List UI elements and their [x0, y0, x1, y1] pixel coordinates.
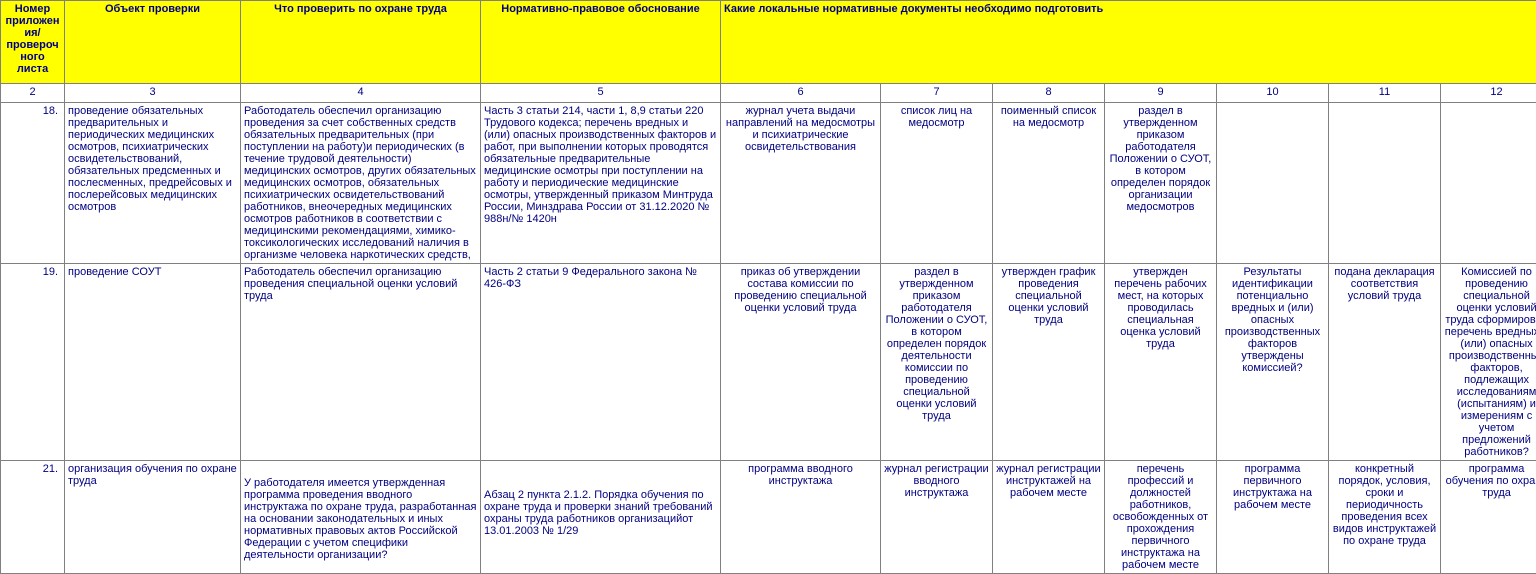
header-row: Номер приложения/проверочного листа Объе…: [1, 1, 1536, 84]
table-row: 19. проведение СОУТ Работодатель обеспеч…: [1, 264, 1536, 461]
colnum: 11: [1329, 84, 1441, 103]
cell-doc: подана декларация соответствия условий т…: [1329, 264, 1441, 461]
cell-legal: Часть 3 статьи 214, части 1, 8,9 статьи …: [481, 103, 721, 264]
header-col-check: Что проверить по охране труда: [241, 1, 481, 84]
cell-object: организация обучения по охране труда: [65, 461, 241, 574]
column-number-row: 2 3 4 5 6 7 8 9 10 11 12: [1, 84, 1536, 103]
colnum: 12: [1441, 84, 1536, 103]
colnum: 9: [1105, 84, 1217, 103]
cell-doc: утвержден перечень рабочих мест, на кото…: [1105, 264, 1217, 461]
cell-check: Работодатель обеспечил организацию прове…: [241, 264, 481, 461]
cell-doc: Результаты идентификации потенциально вр…: [1217, 264, 1329, 461]
colnum: 2: [1, 84, 65, 103]
cell-doc: список лиц на медосмотр: [881, 103, 993, 264]
cell-doc: [1329, 103, 1441, 264]
colnum: 10: [1217, 84, 1329, 103]
colnum: 7: [881, 84, 993, 103]
cell-doc: утвержден график проведения специальной …: [993, 264, 1105, 461]
cell-doc: поименный список на медосмотр: [993, 103, 1105, 264]
cell-object: проведение обязательных предварительных …: [65, 103, 241, 264]
cell-check: У работодателя имеется утвержденная прог…: [241, 461, 481, 574]
cell-doc: [1441, 103, 1536, 264]
header-col-object: Объект проверки: [65, 1, 241, 84]
table-row: 18. проведение обязательных предваритель…: [1, 103, 1536, 264]
colnum: 5: [481, 84, 721, 103]
colnum: 8: [993, 84, 1105, 103]
cell-doc: Комиссией по проведению специальной оцен…: [1441, 264, 1536, 461]
table-row: 21. организация обучения по охране труда…: [1, 461, 1536, 574]
colnum: 4: [241, 84, 481, 103]
cell-object: проведение СОУТ: [65, 264, 241, 461]
cell-doc: раздел в утвержденном приказом работодат…: [1105, 103, 1217, 264]
cell-legal: Часть 2 статьи 9 Федерального закона № 4…: [481, 264, 721, 461]
cell-doc: программа обучения по охране труда: [1441, 461, 1536, 574]
colnum: 3: [65, 84, 241, 103]
cell-doc: программа первичного инструктажа на рабо…: [1217, 461, 1329, 574]
cell-doc: приказ об утверждении состава комиссии п…: [721, 264, 881, 461]
header-col-num: Номер приложения/проверочного листа: [1, 1, 65, 84]
cell-doc: программа вводного инструктажа: [721, 461, 881, 574]
cell-doc: конкретный порядок, условия, сроки и пер…: [1329, 461, 1441, 574]
compliance-table: Номер приложения/проверочного листа Объе…: [0, 0, 1536, 574]
cell-doc: перечень профессий и должностей работник…: [1105, 461, 1217, 574]
row-num: 18.: [1, 103, 65, 264]
cell-doc: журнал регистрации вводного инструктажа: [881, 461, 993, 574]
colnum: 6: [721, 84, 881, 103]
cell-doc: [1217, 103, 1329, 264]
cell-legal: Абзац 2 пункта 2.1.2. Порядка обучения п…: [481, 461, 721, 574]
header-col-docs: Какие локальные нормативные документы не…: [721, 1, 1536, 84]
row-num: 21.: [1, 461, 65, 574]
row-num: 19.: [1, 264, 65, 461]
cell-doc: журнал регистрации инструктажей на рабоч…: [993, 461, 1105, 574]
cell-doc: раздел в утвержденном приказом работодат…: [881, 264, 993, 461]
cell-check: Работодатель обеспечил организацию прове…: [241, 103, 481, 264]
header-col-legal: Нормативно-правовое обоснование: [481, 1, 721, 84]
cell-doc: журнал учета выдачи направлений на медос…: [721, 103, 881, 264]
